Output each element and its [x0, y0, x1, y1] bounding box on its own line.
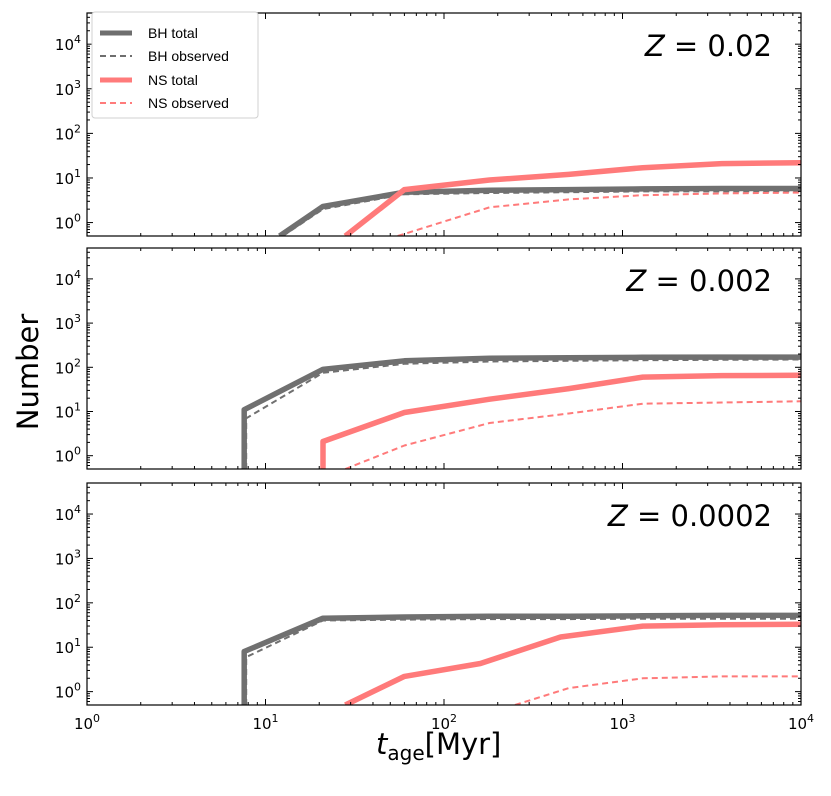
- series-bh-total: [241, 354, 801, 469]
- series-ns-total: [344, 621, 801, 705]
- series-bh-total: [241, 612, 801, 705]
- x-tick-label: 104: [788, 712, 814, 733]
- x-axis-label: tage[Myr]: [376, 727, 501, 765]
- x-axis-label-subscript: age: [387, 741, 424, 765]
- y-tick-label: 104: [55, 503, 81, 524]
- legend-label-ns-observed: NS observed: [148, 95, 229, 111]
- series-bh-observed: [245, 358, 801, 469]
- series-ns-total: [320, 372, 801, 469]
- y-tick-label: 102: [55, 356, 81, 377]
- y-tick-label: 102: [55, 122, 81, 143]
- y-tick-label: 103: [55, 547, 81, 568]
- panel-label-metallicity: Z = 0.0002: [607, 499, 772, 533]
- x-axis-label-symbol: t: [376, 727, 389, 761]
- series-bh-observed: [282, 190, 801, 236]
- series-ns-total: [343, 159, 801, 236]
- legend-box: [91, 11, 259, 119]
- series-group: [241, 612, 801, 705]
- x-axis-label-unit: [Myr]: [425, 727, 502, 761]
- y-tick-label: 103: [55, 78, 81, 99]
- y-tick-label: 104: [55, 268, 81, 289]
- series-ns-observed: [344, 400, 801, 469]
- series-group: [241, 354, 801, 469]
- series-ns-observed: [397, 191, 801, 236]
- y-tick-label: 103: [55, 312, 81, 333]
- y-tick-label: 101: [55, 400, 81, 421]
- panel-1: 100 101 102 103 104 Z = 0.02: [55, 12, 802, 237]
- y-tick-label: 104: [55, 33, 81, 54]
- series-bh-observed: [245, 617, 801, 705]
- legend: BH total BH observed NS total NS observe…: [91, 11, 259, 119]
- x-tick-label: 100: [74, 712, 100, 733]
- x-tick-label: 101: [252, 712, 278, 733]
- y-tick-label: 102: [55, 592, 81, 613]
- panel-label-metallicity: Z = 0.02: [644, 29, 772, 63]
- x-tick-label: 103: [609, 712, 635, 733]
- series-group: [278, 159, 801, 236]
- series-ns-observed: [514, 675, 801, 705]
- panel-3: 100 101 102 103 104 100 101 102 103 104 Z = 0.0002: [55, 482, 814, 733]
- y-tick-label: 100: [55, 681, 81, 702]
- x-tick-label: 102: [431, 712, 457, 733]
- series-bh-total: [278, 185, 801, 236]
- y-tick-label: 101: [55, 167, 81, 188]
- y-tick-label: 100: [55, 212, 81, 233]
- y-tick-label: 101: [55, 636, 81, 657]
- legend-label-bh-total: BH total: [148, 25, 198, 41]
- legend-label-ns-total: NS total: [148, 72, 198, 88]
- panel-label-metallicity: Z = 0.002: [625, 264, 772, 298]
- legend-label-bh-observed: BH observed: [148, 48, 229, 64]
- y-tick-label: 100: [55, 445, 81, 466]
- y-axis-label: Number: [11, 314, 45, 431]
- panel-2: 100 101 102 103 104 Z = 0.002: [55, 247, 802, 470]
